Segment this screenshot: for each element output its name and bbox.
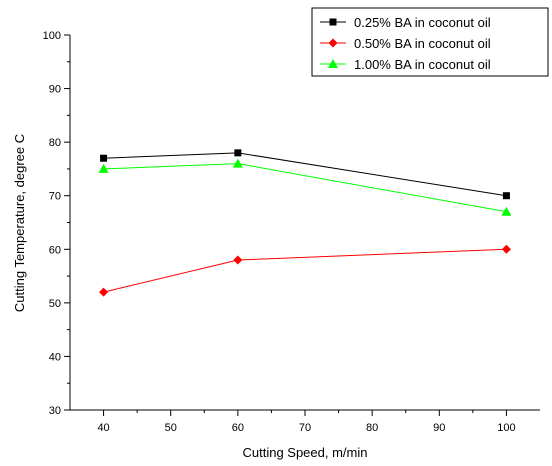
x-tick-label: 80 bbox=[366, 422, 378, 434]
data-point bbox=[501, 206, 512, 216]
series-layer bbox=[98, 149, 512, 297]
x-tick-label: 40 bbox=[97, 422, 109, 434]
series-line bbox=[103, 152, 507, 197]
y-tick-label: 80 bbox=[49, 137, 61, 149]
axes: 30 40 50 60 70 80 90 100 40 50 60 70 80 90 100 bbox=[43, 30, 540, 434]
x-tick-label: 100 bbox=[497, 422, 515, 434]
data-point bbox=[100, 154, 108, 162]
legend-label: 0.50% BA in coconut oil bbox=[354, 36, 491, 51]
series-2 bbox=[99, 244, 511, 297]
series-1 bbox=[100, 149, 510, 200]
x-tick-label: 60 bbox=[232, 422, 244, 434]
legend: 0.25% BA in coconut oil 0.50% BA in cocon… bbox=[311, 7, 549, 77]
data-point bbox=[502, 192, 510, 200]
x-tick-label: 50 bbox=[165, 422, 177, 434]
y-tick-label: 100 bbox=[43, 30, 61, 42]
legend-label: 1.00% BA in coconut oil bbox=[354, 57, 491, 72]
data-point bbox=[99, 287, 109, 297]
series-line bbox=[103, 248, 507, 293]
legend-marker bbox=[328, 38, 338, 48]
x-axis-label: Cutting Speed, m/min bbox=[242, 445, 367, 460]
legend-item: 1.00% BA in coconut oil bbox=[320, 57, 491, 72]
y-tick-label: 30 bbox=[49, 405, 61, 417]
legend-item: 0.25% BA in coconut oil bbox=[320, 15, 491, 30]
data-point bbox=[501, 244, 511, 254]
y-axis-label: Cutting Temperature, degree C bbox=[12, 134, 27, 312]
data-point bbox=[233, 255, 243, 265]
y-tick-label: 90 bbox=[49, 84, 61, 96]
series-3 bbox=[98, 158, 512, 216]
x-tick-label: 70 bbox=[299, 422, 311, 434]
data-point bbox=[232, 158, 243, 168]
data-point bbox=[234, 149, 242, 157]
y-tick-label: 50 bbox=[49, 298, 61, 310]
y-tick-label: 40 bbox=[49, 351, 61, 363]
y-tick-label: 70 bbox=[49, 191, 61, 203]
legend-label: 0.25% BA in coconut oil bbox=[354, 15, 491, 30]
legend-marker bbox=[328, 59, 338, 68]
legend-marker bbox=[329, 18, 337, 26]
legend-box bbox=[311, 7, 549, 77]
data-point bbox=[98, 163, 109, 173]
x-tick-label: 90 bbox=[433, 422, 445, 434]
legend-item: 0.50% BA in coconut oil bbox=[320, 36, 491, 51]
y-tick-label: 60 bbox=[49, 244, 61, 256]
series-line bbox=[103, 163, 507, 213]
